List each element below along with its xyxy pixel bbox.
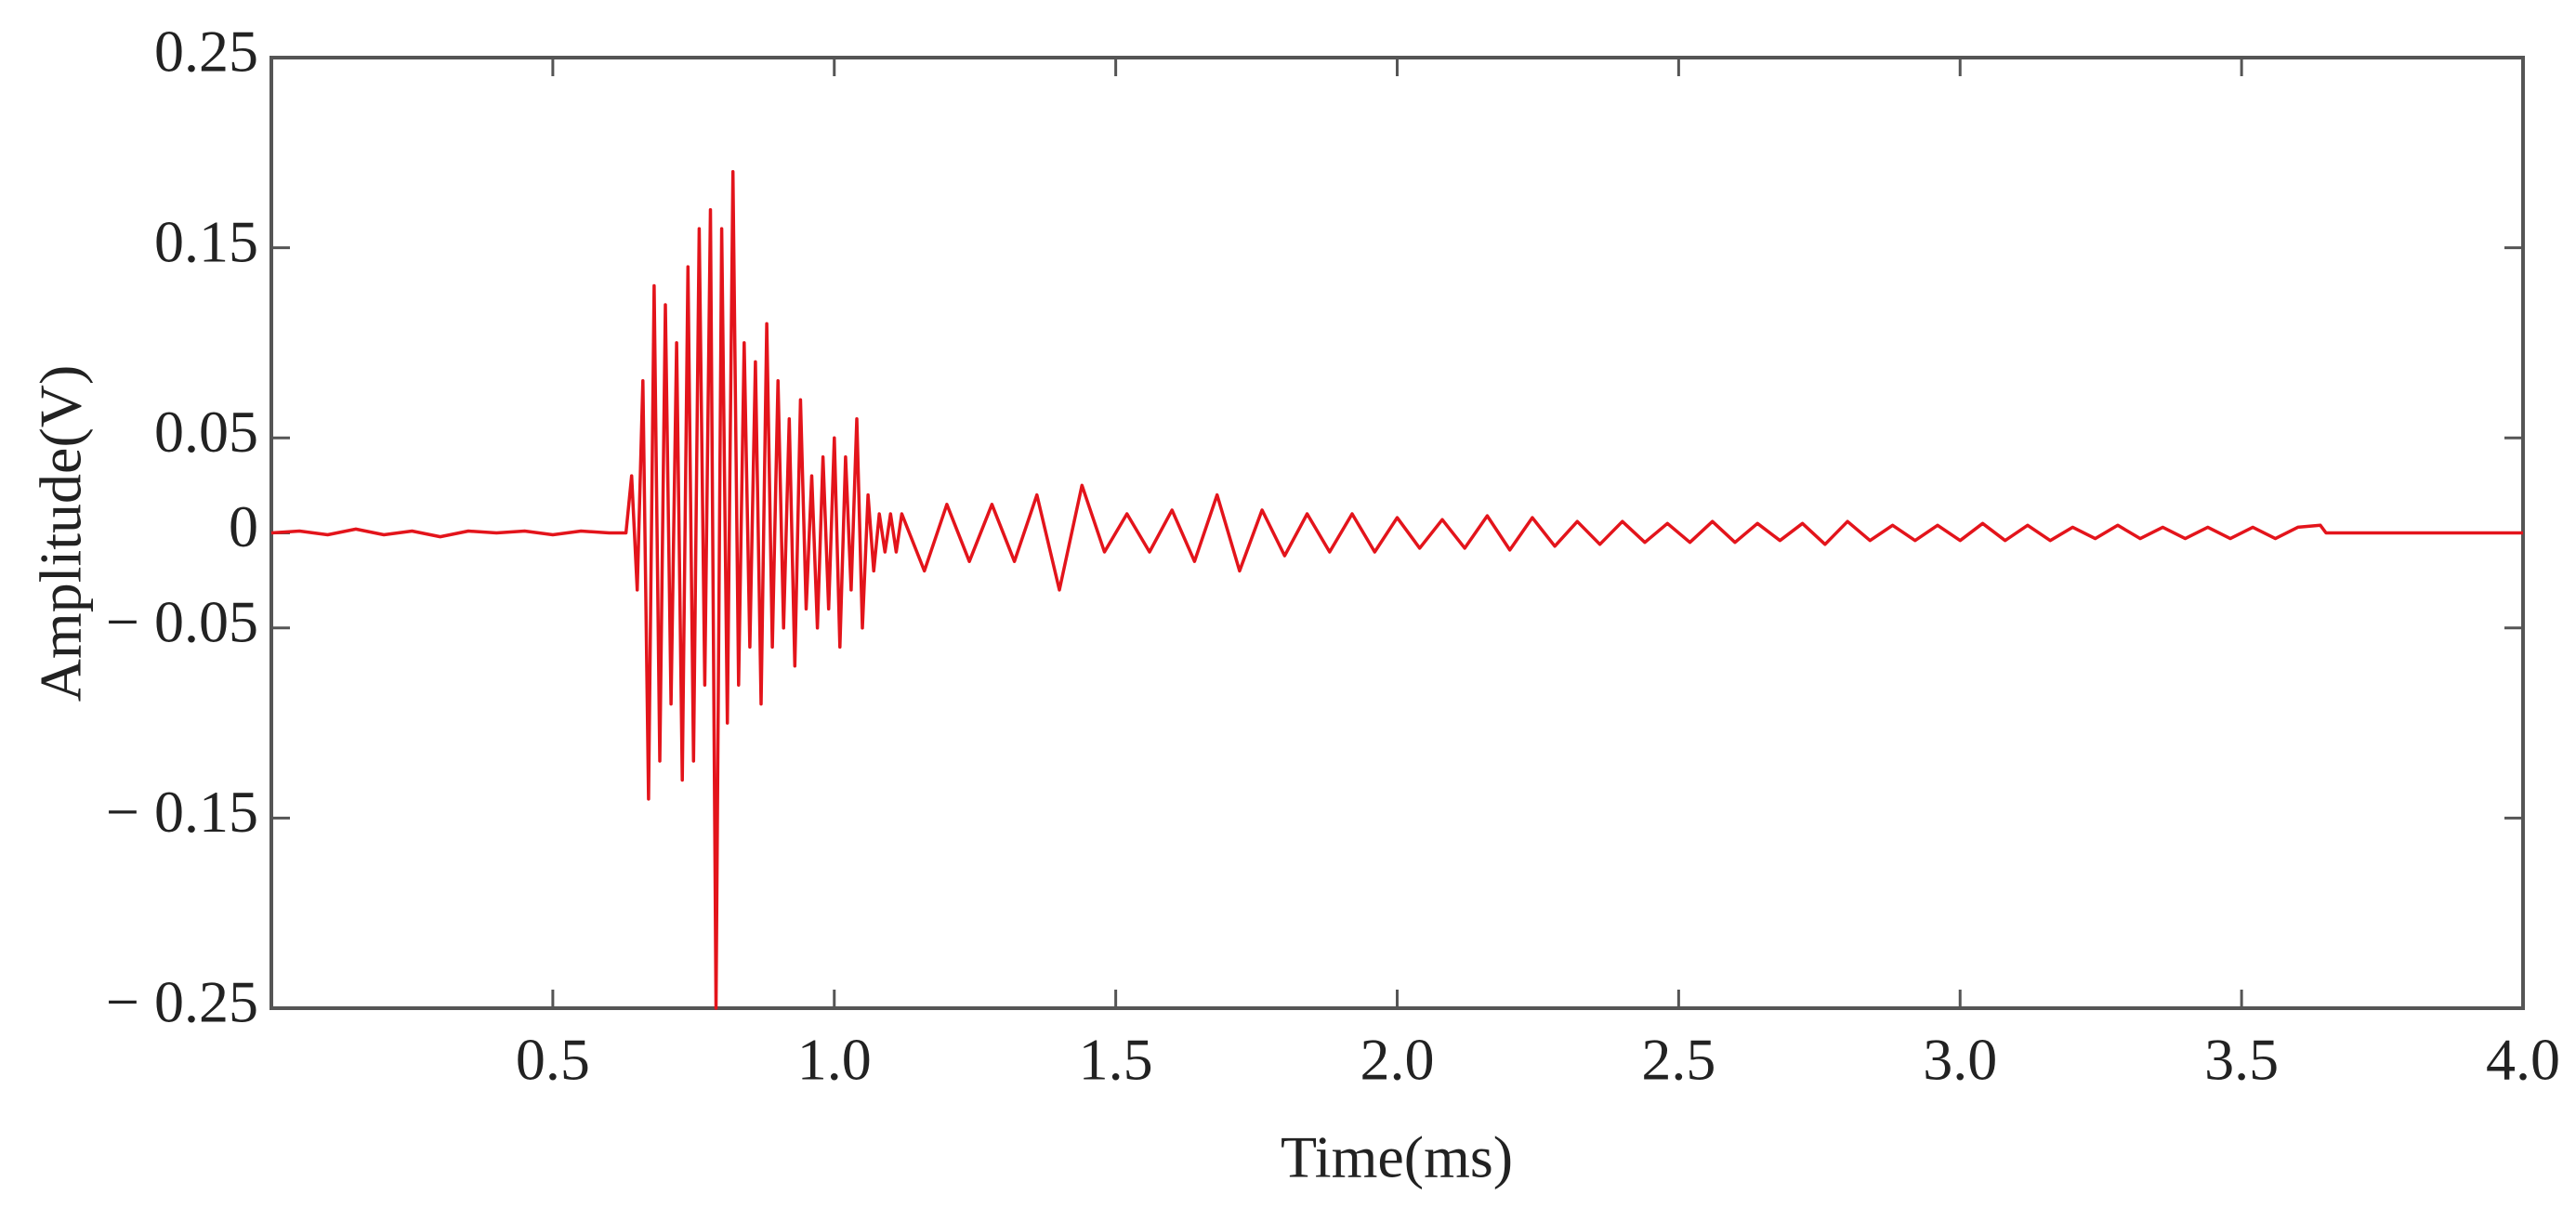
y-axis-title: Amplitude(V): [28, 365, 94, 702]
y-tick-label: − 0.15: [106, 779, 258, 845]
x-tick-label: 0.5: [516, 1027, 590, 1093]
x-tick-label: 1.5: [1079, 1027, 1153, 1093]
signal-line: [270, 170, 2523, 1010]
x-tick-label: 2.0: [1360, 1027, 1435, 1093]
x-tick-label: 1.0: [797, 1027, 872, 1093]
y-tick-label: − 0.05: [106, 588, 258, 654]
y-tick-label: 0.15: [154, 208, 258, 274]
x-tick-label: 3.0: [1923, 1027, 1997, 1093]
x-tick-label: 2.5: [1641, 1027, 1715, 1093]
x-tick-label: 4.0: [2486, 1027, 2560, 1093]
x-axis-title: Time(ms): [1281, 1124, 1513, 1190]
y-tick-label: 0.25: [154, 19, 258, 85]
y-tick-label: 0.05: [154, 399, 258, 465]
y-tick-label: − 0.25: [106, 969, 258, 1035]
x-tick-label: 3.5: [2204, 1027, 2279, 1093]
y-tick-label: 0: [229, 493, 258, 559]
